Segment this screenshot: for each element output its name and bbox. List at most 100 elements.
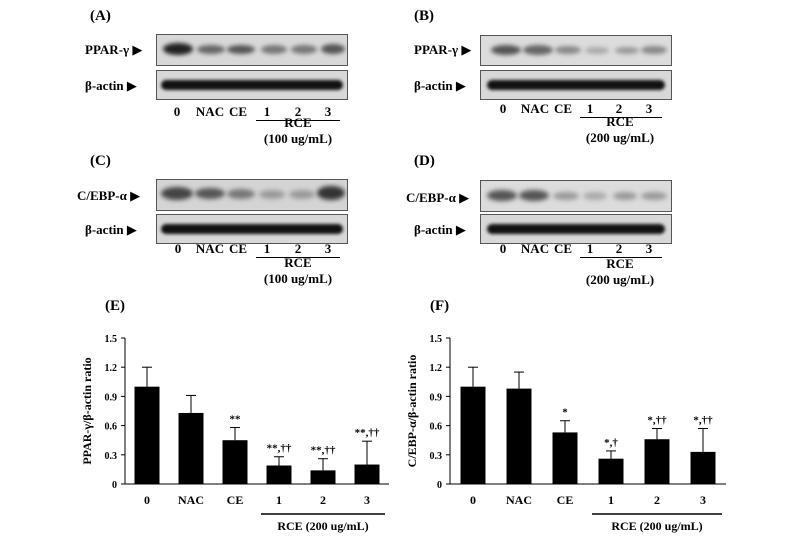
blot-c-lane-0: 0	[174, 241, 182, 256]
blot-b-lane-ce: CE	[553, 101, 573, 116]
chart-f-x-tick-label-2: CE	[557, 493, 574, 507]
blot-d-lane-nac: NAC	[520, 241, 550, 256]
blot-d-lane-1: 1	[586, 241, 594, 256]
blot-b-lane-1: 1	[586, 101, 594, 116]
blot-c-lane-3: 3	[324, 241, 332, 256]
chart-e-y-tick-label-4: 1.2	[105, 363, 118, 374]
blot-d-lane-0: 0	[499, 241, 507, 256]
blot-c-rce-label: RCE	[284, 255, 312, 270]
blot-d-lane-2: 2	[615, 241, 623, 256]
panel-label-b: (B)	[414, 8, 434, 24]
chart-e-y-tick-label-5: 1.5	[105, 334, 118, 345]
chart-e-bar-2	[222, 440, 248, 484]
chart-e-x-tick-label-1: NAC	[178, 493, 204, 507]
chart-e-bar-5	[354, 464, 380, 484]
blot-a-rce-label: RCE	[284, 115, 312, 130]
chart-e-y-tick-label-0: 0	[112, 480, 117, 491]
blot-b-lane-0: 0	[499, 101, 507, 116]
blot-b-actin-band	[480, 70, 672, 100]
chart-e-y-tick-label-2: 0.6	[105, 422, 118, 433]
chart-f-x-tick-label-3: 1	[608, 493, 614, 507]
chart-f-bar-0	[460, 386, 486, 484]
blot-c-conc-label: (100 ug/mL)	[263, 271, 333, 286]
blot-a-conc-label: (100 ug/mL)	[263, 131, 333, 146]
panel-label-d: (D)	[414, 153, 435, 169]
blot-b-actin-label: β-actin ▶	[414, 78, 466, 93]
chart-f-y-tick-label-0: 0	[437, 480, 442, 491]
blot-a-actin-label: β-actin ▶	[85, 78, 137, 93]
blot-c-lane-2: 2	[294, 241, 302, 256]
chart-e-x-tick-label-5: 3	[364, 493, 370, 507]
chart-f-y-tick-label-4: 1.2	[430, 363, 443, 374]
blot-d-target-label: C/EBP-α ▶	[406, 190, 470, 205]
chart-e-x-tick-label-0: 0	[144, 493, 150, 507]
chart-f-bar-2	[552, 432, 578, 484]
blot-a-lane-0: 0	[173, 104, 181, 119]
bar-chart-e: (E) 0 0.3 0.6 0.9 1.2 1.5 PPAR-γ/β-actin ratio 0…	[80, 298, 389, 533]
blot-c-lane-1: 1	[263, 241, 271, 256]
blot-a-target-label: PPAR-γ ▶	[85, 42, 143, 57]
chart-f-panel-label: (F)	[430, 298, 449, 314]
blot-d-actin-band	[480, 214, 672, 244]
chart-f-y-tick-label-2: 0.6	[430, 422, 443, 433]
blot-a-lane-3: 3	[324, 104, 332, 119]
blot-d-conc-label: (200 ug/mL)	[585, 272, 655, 287]
chart-e-y-tick-label-3: 0.9	[105, 392, 118, 403]
chart-e-x-tick-label-3: 1	[276, 493, 282, 507]
blot-a-lane-1: 1	[263, 104, 271, 119]
chart-e-panel-label: (E)	[105, 298, 125, 314]
chart-f-x-tick-label-4: 2	[654, 493, 660, 507]
blot-d-target-band	[480, 180, 672, 212]
chart-f-bar-5	[690, 451, 716, 484]
chart-f-bar-4	[644, 439, 670, 484]
chart-e-annotation-2: **	[230, 414, 242, 426]
chart-f-annotation-3: *,†	[604, 437, 618, 449]
chart-f-x-label: RCE (200 ug/mL)	[611, 519, 702, 533]
blot-a-actin-band	[156, 70, 348, 100]
chart-e-bar-3	[266, 465, 292, 484]
panel-label-c: (C)	[90, 153, 111, 169]
blot-d-lane-3: 3	[645, 241, 653, 256]
blot-b-target-band	[480, 35, 672, 66]
blot-b-lane-2: 2	[615, 101, 623, 116]
chart-e-x-tick-label-2: CE	[227, 493, 244, 507]
blot-a-rce-line	[256, 120, 340, 121]
chart-f-x-tick-label-0: 0	[470, 493, 476, 507]
blot-a-target-band	[156, 34, 348, 66]
blot-d-actin-label: β-actin ▶	[414, 222, 466, 237]
chart-e-annotation-5: **,††	[355, 427, 380, 439]
blot-d-rce-line	[580, 257, 662, 258]
blot-b-target-label: PPAR-γ ▶	[414, 42, 472, 57]
chart-f-x-tick-label-1: NAC	[506, 493, 532, 507]
blot-a-lane-ce: CE	[228, 104, 248, 119]
chart-f-y-tick-label-3: 0.9	[430, 392, 443, 403]
bar-chart-f: (F) 0 0.3 0.6 0.9 1.2 1.5 C/EBP-α/β-actin ratio…	[405, 298, 726, 533]
chart-e-bar-0	[134, 386, 160, 484]
blot-c-target-label: C/EBP-α ▶	[77, 188, 141, 203]
chart-f-annotation-4: *,††	[647, 415, 667, 427]
chart-f-x-tick-label-5: 3	[700, 493, 706, 507]
chart-f-y-tick-label-1: 0.3	[430, 451, 443, 462]
chart-e-x-tick-label-4: 2	[320, 493, 326, 507]
blot-b-lane-nac: NAC	[520, 101, 550, 116]
chart-f-bar-3	[598, 458, 624, 484]
blot-b-conc-label: (200 ug/mL)	[585, 130, 655, 145]
blot-d-lane-ce: CE	[553, 241, 573, 256]
chart-f-y-tick-label-5: 1.5	[430, 334, 443, 345]
chart-f-annotation-5: *,††	[693, 415, 713, 427]
blot-c-rce-line	[256, 257, 340, 258]
blot-d-rce-label: RCE	[606, 256, 634, 271]
blot-a-lane-2: 2	[294, 104, 302, 119]
blot-c-lane-nac: NAC	[195, 241, 225, 256]
chart-e-y-label: PPAR-γ/β-actin ratio	[80, 357, 94, 464]
blot-c-target-band	[156, 179, 348, 211]
chart-f-bar-1	[506, 388, 532, 484]
chart-f-annotation-2: *	[562, 407, 568, 419]
chart-e-x-label: RCE (200 ug/mL)	[277, 519, 368, 533]
blot-b-rce-line	[580, 117, 662, 118]
chart-f-y-label: C/EBP-α/β-actin ratio	[405, 355, 419, 468]
blot-c-actin-band	[156, 214, 348, 244]
blot-c-actin-label: β-actin ▶	[85, 222, 137, 237]
blot-c-lane-ce: CE	[228, 241, 248, 256]
chart-e-bar-1	[178, 412, 204, 484]
